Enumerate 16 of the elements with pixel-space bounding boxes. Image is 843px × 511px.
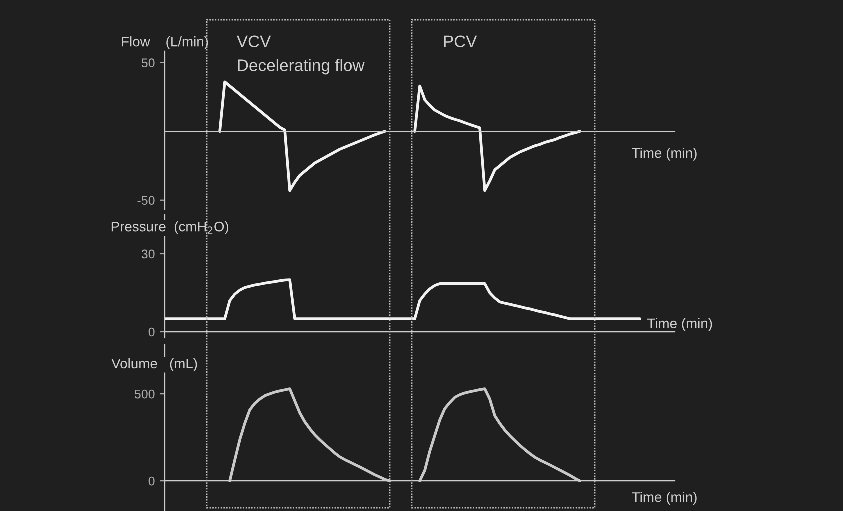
y-axis-title: Volume (mL) bbox=[112, 358, 198, 372]
y-tick-label: 0 bbox=[148, 476, 155, 486]
y-tick-label: 50 bbox=[142, 58, 155, 68]
line-series bbox=[165, 278, 642, 320]
annotation: VCV bbox=[236, 36, 272, 48]
y-axis-title: Flow (L/min) bbox=[122, 36, 208, 50]
y-tick-label: -50 bbox=[138, 196, 155, 206]
y-axis-title: Pressure (cmH$_{2}$O) bbox=[112, 222, 229, 234]
annotation: Decelerating flow bbox=[238, 59, 365, 75]
x-axis-title: Time (min) bbox=[632, 148, 697, 161]
annotation: PCV bbox=[444, 36, 478, 48]
y-tick-label: 0 bbox=[148, 328, 155, 337]
x-axis-title: Time (min) bbox=[648, 318, 712, 332]
x-axis-title: Time (min) bbox=[632, 492, 697, 506]
y-tick-label: 500 bbox=[134, 390, 155, 399]
y-tick-label: 30 bbox=[142, 250, 155, 259]
